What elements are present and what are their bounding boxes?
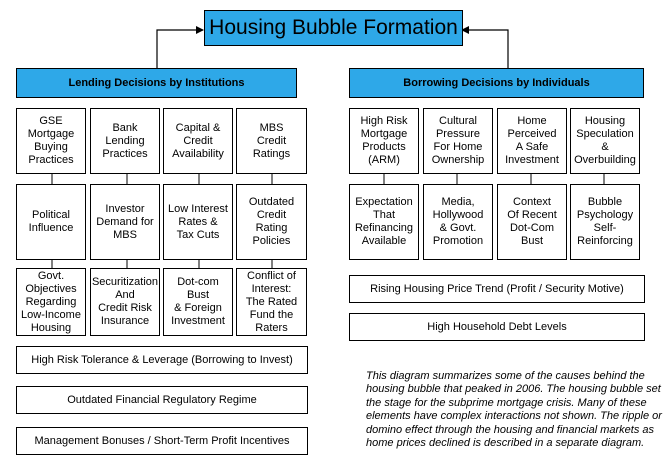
borrowing-cause-box: Home Perceived A Safe Investment bbox=[497, 108, 567, 174]
diagram-caption: This diagram summarizes some of the caus… bbox=[366, 370, 662, 450]
borrowing-cause-box: Media, Hollywood & Govt. Promotion bbox=[423, 184, 493, 260]
lending-cause-box: Political Influence bbox=[16, 184, 86, 260]
lending-cause-box: Capital & Credit Availability bbox=[163, 108, 233, 174]
borrowing-cause-box: High Risk Mortgage Products (ARM) bbox=[349, 108, 419, 174]
lending-cause-box: GSE Mortgage Buying Practices bbox=[16, 108, 86, 174]
lending-cause-box: Outdated Credit Rating Policies bbox=[236, 184, 307, 260]
borrowing-bar: High Household Debt Levels bbox=[349, 313, 645, 341]
borrowing-cause-box: Bubble Psychology Self- Reinforcing bbox=[570, 184, 640, 260]
page-title: Housing Bubble Formation bbox=[204, 10, 463, 46]
lending-bar: High Risk Tolerance & Leverage (Borrowin… bbox=[16, 346, 308, 374]
lending-header: Lending Decisions by Institutions bbox=[16, 68, 297, 98]
right-arrow bbox=[461, 26, 509, 68]
borrowing-header: Borrowing Decisions by Individuals bbox=[349, 68, 644, 98]
borrowing-cause-box: Context Of Recent Dot-Com Bust bbox=[497, 184, 567, 260]
lending-cause-box: Dot-com Bust & Foreign Investment bbox=[163, 268, 233, 336]
lending-cause-box: Conflict of Interest: The Rated Fund the… bbox=[236, 268, 307, 336]
lending-cause-box: MBS Credit Ratings bbox=[236, 108, 307, 174]
lending-bar: Outdated Financial Regulatory Regime bbox=[16, 386, 308, 414]
borrowing-cause-box: Expectation That Refinancing Available bbox=[349, 184, 419, 260]
lending-cause-box: Govt. Objectives Regarding Low-Income Ho… bbox=[16, 268, 86, 336]
lending-cause-box: Securitization And Credit Risk Insurance bbox=[90, 268, 160, 336]
lending-cause-box: Bank Lending Practices bbox=[90, 108, 160, 174]
borrowing-cause-box: Cultural Pressure For Home Ownership bbox=[423, 108, 493, 174]
lending-bar: Management Bonuses / Short-Term Profit I… bbox=[16, 427, 308, 455]
lending-cause-box: Low Interest Rates & Tax Cuts bbox=[163, 184, 233, 260]
borrowing-bar: Rising Housing Price Trend (Profit / Sec… bbox=[349, 275, 645, 303]
lending-cause-box: Investor Demand for MBS bbox=[90, 184, 160, 260]
left-arrow bbox=[156, 26, 204, 68]
borrowing-cause-box: Housing Speculation & Overbuilding bbox=[570, 108, 640, 174]
